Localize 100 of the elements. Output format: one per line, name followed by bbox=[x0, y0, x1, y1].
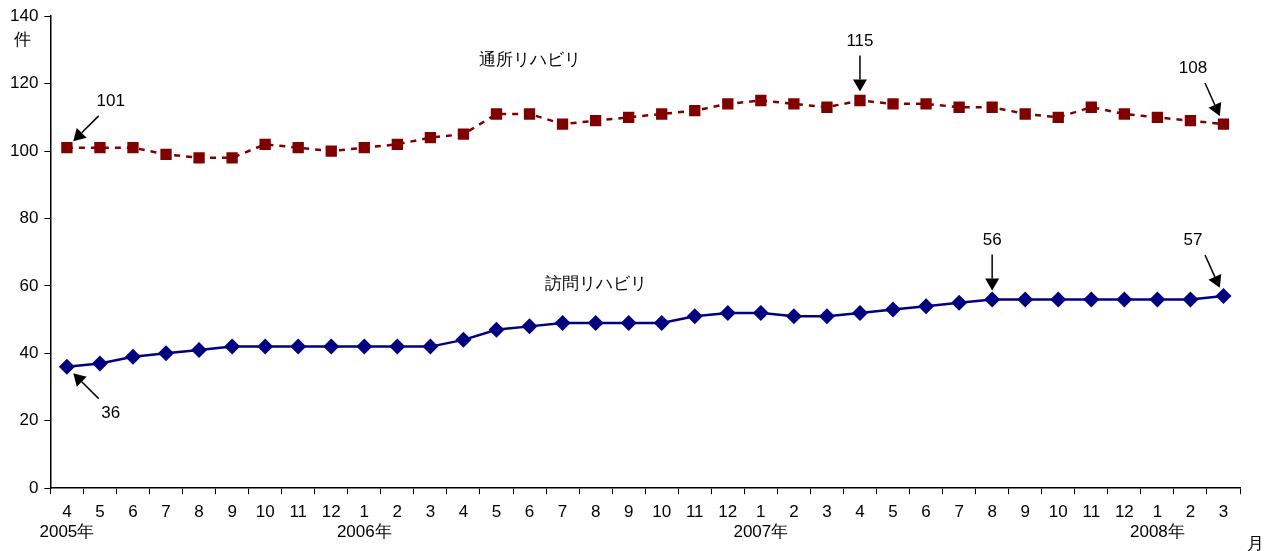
x-tick-label: 2 bbox=[1185, 502, 1196, 522]
point bbox=[554, 315, 571, 331]
point bbox=[1085, 101, 1097, 113]
x-tick-label: 5 bbox=[888, 502, 898, 522]
point bbox=[1118, 108, 1130, 120]
point bbox=[58, 358, 75, 375]
x-tick-label: 7 bbox=[161, 502, 171, 522]
x-tick-label: 8 bbox=[194, 502, 204, 522]
point bbox=[788, 98, 800, 110]
point bbox=[490, 108, 503, 120]
point bbox=[455, 331, 472, 348]
point bbox=[91, 355, 108, 372]
x-tick-label: 8 bbox=[987, 502, 997, 522]
point bbox=[984, 291, 1001, 308]
point bbox=[389, 338, 406, 355]
point bbox=[818, 308, 835, 325]
point bbox=[290, 338, 307, 355]
point bbox=[358, 142, 370, 154]
y-tick-label: 140 bbox=[9, 5, 39, 25]
point bbox=[752, 304, 769, 321]
x-tick-label: 9 bbox=[623, 502, 634, 522]
point bbox=[127, 142, 139, 154]
x-tick-label: 6 bbox=[128, 502, 138, 522]
x-tick-label: 9 bbox=[1020, 502, 1030, 522]
point bbox=[719, 304, 736, 321]
point bbox=[953, 101, 965, 113]
point bbox=[589, 115, 602, 127]
x-tick-label: 10 bbox=[652, 502, 672, 522]
point bbox=[821, 101, 833, 113]
point bbox=[785, 308, 802, 325]
point bbox=[623, 111, 635, 123]
point bbox=[1184, 115, 1197, 127]
point bbox=[160, 148, 172, 161]
point bbox=[620, 315, 637, 331]
point bbox=[94, 142, 106, 154]
point bbox=[887, 98, 899, 110]
point bbox=[755, 94, 767, 107]
point bbox=[224, 338, 241, 355]
point bbox=[422, 338, 439, 355]
point bbox=[226, 152, 238, 164]
point bbox=[259, 138, 271, 150]
x-tick-label: 3 bbox=[1218, 502, 1229, 522]
x-axis-title: 月 bbox=[1247, 534, 1264, 551]
point bbox=[391, 138, 403, 150]
point bbox=[457, 128, 470, 140]
x-tick-label: 11 bbox=[289, 502, 308, 522]
x-tick-label: 11 bbox=[685, 502, 704, 522]
x-tick-label: 6 bbox=[921, 502, 931, 522]
point bbox=[323, 338, 340, 355]
point bbox=[1149, 291, 1166, 308]
data-label: 101 bbox=[96, 91, 125, 111]
point bbox=[556, 118, 569, 130]
y-tick-label: 80 bbox=[19, 208, 39, 228]
data-label: 115 bbox=[846, 30, 874, 50]
point bbox=[851, 304, 868, 321]
point bbox=[158, 345, 175, 362]
point bbox=[1052, 111, 1064, 123]
data-label: 108 bbox=[1178, 58, 1208, 78]
x-tick-label: 4 2005年 bbox=[39, 502, 95, 542]
point bbox=[854, 94, 866, 107]
point bbox=[920, 98, 932, 110]
point bbox=[523, 108, 536, 120]
point bbox=[722, 98, 734, 110]
y-tick-label: 40 bbox=[19, 343, 39, 363]
point bbox=[124, 348, 141, 365]
point bbox=[1050, 291, 1067, 308]
y-axis-title: 件 bbox=[13, 30, 31, 50]
point bbox=[1182, 291, 1199, 308]
y-tick-label: 120 bbox=[9, 73, 39, 93]
point bbox=[292, 142, 304, 154]
point bbox=[986, 101, 998, 113]
x-tick-label: 11 bbox=[1082, 502, 1101, 522]
x-tick-label: 10 bbox=[255, 502, 275, 522]
point bbox=[1151, 111, 1164, 123]
point bbox=[488, 321, 505, 338]
point bbox=[1217, 118, 1230, 130]
x-tick-label: 2 bbox=[392, 502, 403, 522]
point bbox=[521, 318, 538, 335]
y-tick-label: 60 bbox=[19, 275, 39, 295]
x-tick-label: 5 bbox=[95, 502, 105, 522]
x-tick-label: 7 bbox=[954, 502, 964, 522]
x-tick-label: 10 bbox=[1048, 502, 1068, 522]
x-tick-label: 2 bbox=[789, 502, 799, 522]
x-tick-label: 5 bbox=[491, 502, 502, 522]
point bbox=[1083, 291, 1100, 308]
data-label: 36 bbox=[101, 402, 121, 422]
x-tick-label: 9 bbox=[227, 502, 237, 522]
point bbox=[193, 152, 205, 164]
y-tick-label: 100 bbox=[9, 140, 39, 160]
x-tick-label: 3 bbox=[822, 502, 832, 522]
x-tick-label: 8 bbox=[590, 502, 601, 522]
series-label: 訪問リハビリ bbox=[544, 274, 647, 294]
point bbox=[191, 341, 208, 358]
x-tick-label: 3 bbox=[425, 502, 436, 522]
point bbox=[885, 301, 902, 318]
x-tick-label: 4 bbox=[855, 502, 865, 522]
point bbox=[689, 104, 701, 117]
point bbox=[656, 108, 668, 120]
point bbox=[1116, 291, 1133, 308]
point bbox=[1215, 288, 1232, 305]
